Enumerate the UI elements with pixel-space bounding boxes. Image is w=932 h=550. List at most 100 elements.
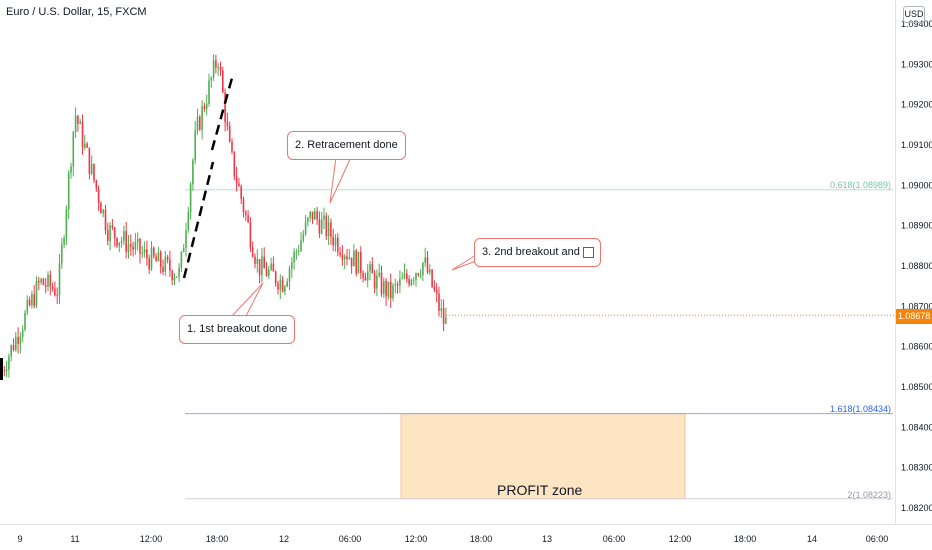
chart-glyph-icon xyxy=(582,247,594,258)
candle-body xyxy=(67,172,70,210)
candle-body xyxy=(102,209,104,214)
callout-retracement[interactable]: 2. Retracement done xyxy=(287,131,406,160)
candle-body xyxy=(15,336,17,351)
candle-body xyxy=(65,209,68,239)
candle-body xyxy=(47,274,49,287)
candle-body xyxy=(295,251,298,253)
x-tick-label: 13 xyxy=(542,534,552,544)
candle-body xyxy=(341,254,344,260)
candle-body xyxy=(42,278,45,285)
candle-body xyxy=(360,251,362,273)
candle-body xyxy=(24,312,26,330)
candle-body xyxy=(433,286,436,291)
candle-body xyxy=(431,269,433,287)
candle-body xyxy=(392,285,394,299)
candle-body xyxy=(56,295,58,297)
candle-body xyxy=(429,269,431,273)
candle-body xyxy=(240,186,242,200)
candle-body xyxy=(97,188,100,203)
y-tick-label: 1.08700 xyxy=(901,301,932,311)
candle-body xyxy=(130,244,132,247)
candle-body xyxy=(297,250,300,252)
candle-body xyxy=(173,277,176,281)
candle-body xyxy=(148,258,150,270)
candle-body xyxy=(155,256,157,262)
x-tick-label: 18:00 xyxy=(470,534,493,544)
candle-body xyxy=(309,211,311,218)
candle-body xyxy=(394,284,397,286)
candle-body xyxy=(302,234,305,241)
candle-body xyxy=(399,278,401,286)
candle-body xyxy=(440,308,443,311)
candle-body xyxy=(86,143,88,148)
candle-body xyxy=(293,251,295,263)
candle-body xyxy=(403,273,406,279)
candle-body xyxy=(35,280,38,306)
candle-body xyxy=(371,264,374,274)
candle-body xyxy=(380,272,383,294)
profit-zone-label: PROFIT zone xyxy=(497,482,583,498)
candle-body xyxy=(343,256,346,260)
candle-body xyxy=(238,183,240,187)
candle-body xyxy=(318,219,321,234)
candle-body xyxy=(426,257,429,273)
time-scale-separator xyxy=(0,524,932,525)
candle-body xyxy=(291,262,293,269)
y-tick-label: 1.08500 xyxy=(901,382,932,392)
candle-body xyxy=(417,273,420,276)
candle-body xyxy=(226,122,229,126)
edge-candle xyxy=(0,358,3,380)
candle-body xyxy=(396,284,399,286)
candle-body xyxy=(279,279,282,290)
candle-body xyxy=(251,247,254,257)
callout-3-pointer xyxy=(451,254,477,271)
candle-body xyxy=(366,271,369,281)
candle-body xyxy=(79,121,81,124)
candle-body xyxy=(49,274,52,287)
candle-body xyxy=(307,217,309,222)
candle-body xyxy=(40,278,42,283)
candle-body xyxy=(164,256,167,272)
candle-body xyxy=(376,275,378,289)
candle-body xyxy=(162,267,164,272)
candle-body xyxy=(192,160,194,185)
candle-body xyxy=(19,336,22,344)
callout-2-pointer xyxy=(329,156,352,204)
candle-body xyxy=(288,268,291,282)
candle-body xyxy=(438,293,440,311)
candle-body xyxy=(277,283,279,290)
candle-body xyxy=(364,277,367,281)
last-price-label: 1.08678 xyxy=(896,309,932,324)
candle-body xyxy=(355,250,357,274)
candle-body xyxy=(373,273,376,289)
symbol-title[interactable]: Euro / U.S. Dollar, 15, FXCM xyxy=(6,6,147,18)
candle-body xyxy=(125,231,127,252)
candle-body xyxy=(203,106,206,110)
candle-body xyxy=(263,256,265,269)
candle-body xyxy=(261,256,263,276)
candle-body xyxy=(212,60,215,78)
candle-body xyxy=(274,271,277,284)
candle-body xyxy=(178,267,180,277)
y-tick-label: 1.09300 xyxy=(901,59,932,69)
candle-body xyxy=(339,252,341,255)
fib-label-1618: 1.618(1.08434) xyxy=(829,404,891,414)
y-tick-label: 1.09200 xyxy=(901,100,932,110)
callout-1-pointer xyxy=(231,282,264,317)
candle-body xyxy=(70,166,72,173)
candle-body xyxy=(314,211,316,220)
candle-body xyxy=(132,246,134,250)
callout-2nd-breakout[interactable]: 3. 2nd breakout and xyxy=(474,238,601,267)
candle-body xyxy=(205,103,208,110)
candle-body xyxy=(185,230,187,249)
candle-body xyxy=(389,281,392,299)
callout-1st-breakout[interactable]: 1. 1st breakout done xyxy=(179,315,296,344)
currency-button[interactable]: USD xyxy=(903,6,925,23)
candle-body xyxy=(5,369,8,372)
candle-body xyxy=(316,211,318,220)
candle-body xyxy=(410,280,413,285)
candle-body xyxy=(383,281,385,294)
candle-body xyxy=(445,317,447,324)
